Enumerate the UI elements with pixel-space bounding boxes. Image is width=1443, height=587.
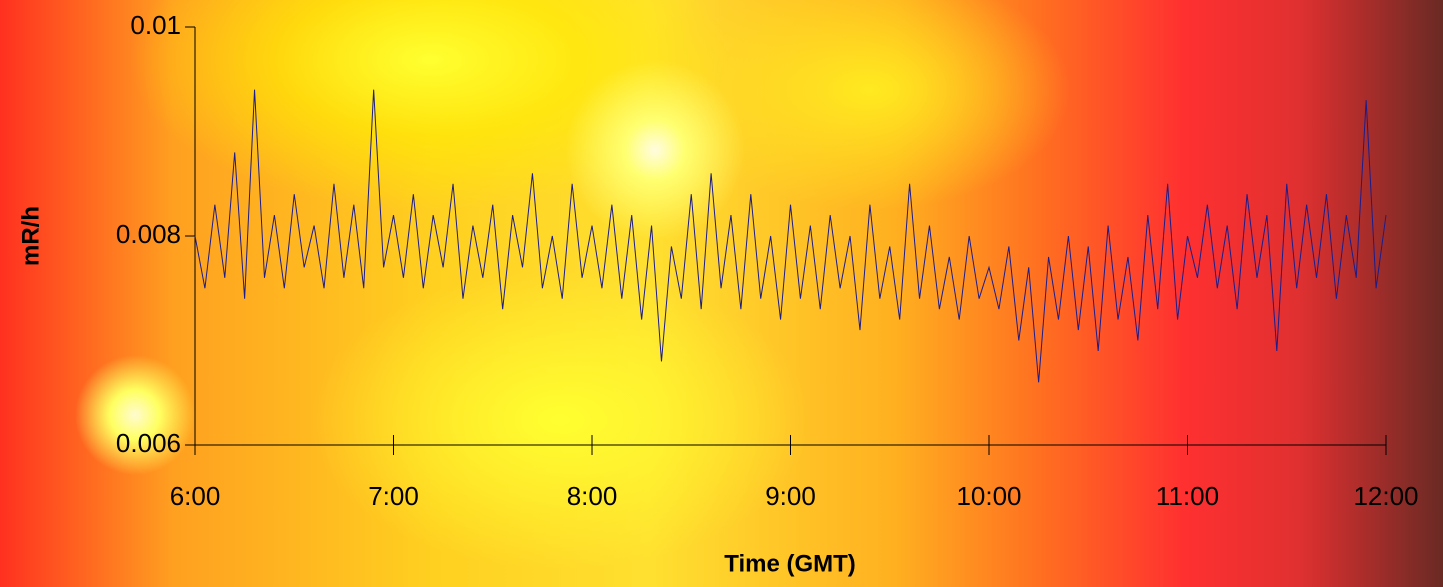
y-axis-title: mR/h	[17, 206, 44, 266]
x-tick-label: 7:00	[368, 481, 419, 511]
x-tick-label: 11:00	[1156, 481, 1219, 511]
y-tick-label: 0.006	[116, 428, 181, 458]
y-tick-label: 0.01	[130, 10, 181, 40]
data-line	[194, 89, 1387, 383]
x-tick-label: 9:00	[765, 481, 816, 511]
x-tick-label: 12:00	[1353, 481, 1418, 511]
x-axis-title: Time (GMT)	[724, 550, 856, 577]
y-tick-label: 0.008	[116, 219, 181, 249]
x-tick-label: 8:00	[567, 481, 618, 511]
x-tick-label: 6:00	[170, 481, 221, 511]
x-tick-label: 10:00	[956, 481, 1021, 511]
